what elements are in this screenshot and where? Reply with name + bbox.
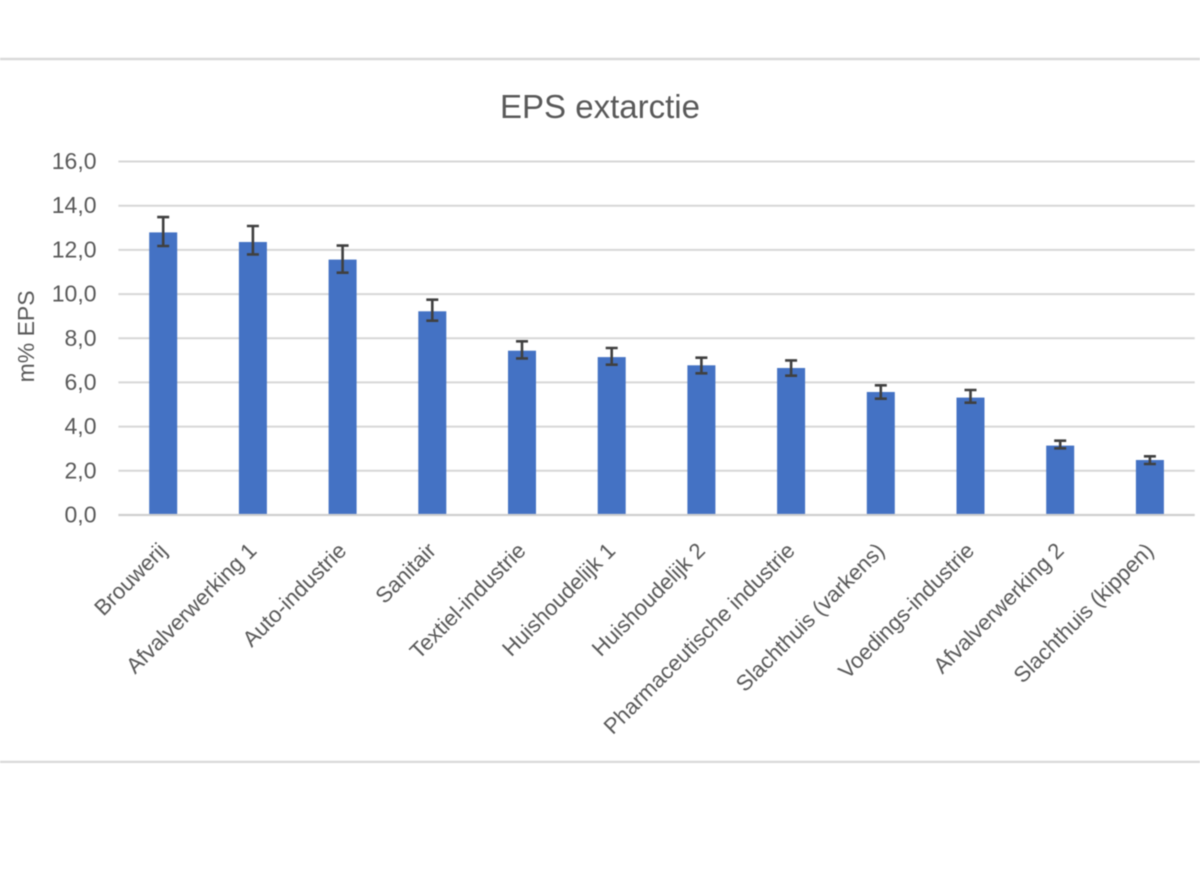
svg-text:EPS extarctie: EPS extarctie	[500, 88, 700, 125]
svg-text:6,0: 6,0	[65, 369, 97, 395]
svg-text:8,0: 8,0	[65, 325, 97, 351]
svg-text:m% EPS: m% EPS	[13, 290, 39, 382]
svg-text:0,0: 0,0	[65, 502, 97, 528]
svg-text:10,0: 10,0	[52, 281, 97, 307]
svg-text:16,0: 16,0	[52, 148, 97, 174]
svg-text:14,0: 14,0	[52, 192, 97, 218]
svg-text:4,0: 4,0	[65, 413, 97, 439]
svg-text:12,0: 12,0	[52, 236, 97, 262]
svg-text:2,0: 2,0	[65, 457, 97, 483]
